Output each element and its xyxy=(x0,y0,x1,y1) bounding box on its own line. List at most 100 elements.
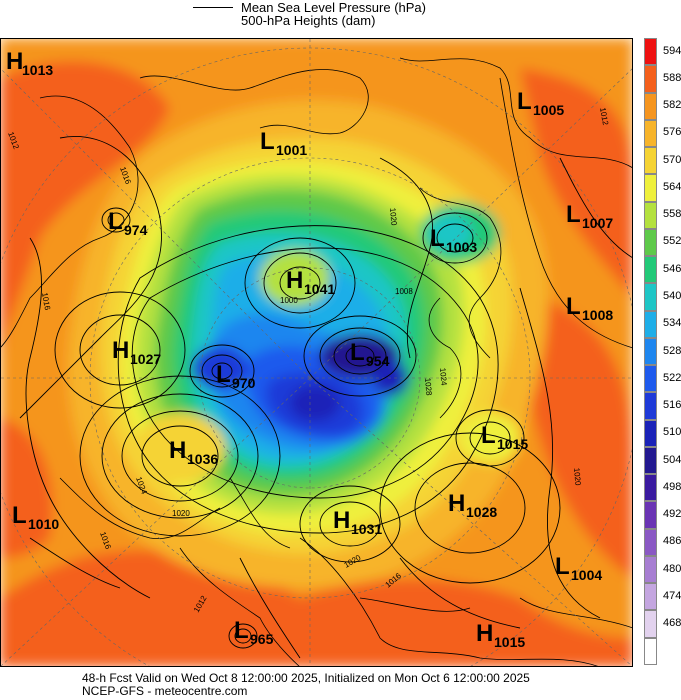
colorbar-swatch xyxy=(644,65,657,93)
colorbar-label: 480 xyxy=(663,562,681,575)
svg-text:1028: 1028 xyxy=(466,504,497,520)
source-credit: NCEP-GFS - meteocentre.com xyxy=(82,684,248,698)
svg-text:1036: 1036 xyxy=(187,451,218,467)
svg-text:L: L xyxy=(517,88,532,115)
colorbar-label: 582 xyxy=(663,99,681,112)
system-marker: H 1036 xyxy=(169,437,218,467)
svg-text:H: H xyxy=(448,490,465,517)
svg-text:1013: 1013 xyxy=(22,62,53,78)
svg-text:965: 965 xyxy=(250,631,274,647)
forecast-valid-text: 48-h Fcst Valid on Wed Oct 8 12:00:00 20… xyxy=(82,671,530,685)
svg-text:1008: 1008 xyxy=(582,307,613,323)
system-marker: L 965 xyxy=(234,617,274,647)
svg-text:L: L xyxy=(566,201,581,228)
system-marker: H 1028 xyxy=(448,490,497,520)
svg-text:H: H xyxy=(169,437,186,464)
isobar-label: 1008 xyxy=(395,287,413,296)
colorbar-label: 516 xyxy=(663,399,681,412)
colorbar-label: 528 xyxy=(663,344,681,357)
svg-text:1004: 1004 xyxy=(571,567,602,583)
system-marker: L 954 xyxy=(350,339,390,369)
isobar-label: 1020 xyxy=(388,207,399,226)
system-marker: L 974 xyxy=(108,208,148,238)
colorbar-label: 540 xyxy=(663,289,681,302)
colorbar-swatch xyxy=(644,201,657,229)
colorbar-label: 510 xyxy=(663,426,681,439)
colorbar-label: 522 xyxy=(663,371,681,384)
svg-text:974: 974 xyxy=(124,222,148,238)
svg-text:H: H xyxy=(476,620,493,647)
colorbar-swatch xyxy=(644,92,657,120)
isobar-label: 1024 xyxy=(438,367,449,386)
system-marker: L 1004 xyxy=(555,553,602,583)
colorbar-swatch xyxy=(644,419,657,447)
svg-text:H: H xyxy=(333,507,350,534)
system-marker: H 1031 xyxy=(333,507,382,537)
svg-text:1005: 1005 xyxy=(533,102,564,118)
system-marker: L 970 xyxy=(216,361,256,391)
colorbar-swatch xyxy=(644,583,657,611)
system-marker: L 1008 xyxy=(566,293,613,323)
svg-text:L: L xyxy=(481,422,496,449)
colorbar-label: 492 xyxy=(663,508,681,521)
svg-text:1003: 1003 xyxy=(446,239,477,255)
colorbar-label: 534 xyxy=(663,317,681,330)
isobar-label: 1016 xyxy=(40,292,52,312)
colorbar-swatch xyxy=(644,310,657,338)
isobar-label: 1028 xyxy=(423,377,434,396)
graticule xyxy=(0,38,633,667)
svg-text:L: L xyxy=(216,361,231,388)
svg-text:1041: 1041 xyxy=(304,281,335,297)
colorbar-swatch xyxy=(644,555,657,584)
svg-text:954: 954 xyxy=(366,353,390,369)
system-marker: L 1001 xyxy=(260,128,307,158)
colorbar-swatch xyxy=(644,610,657,638)
system-marker: H 1027 xyxy=(112,337,161,367)
svg-text:L: L xyxy=(260,128,275,155)
isobar-label: 1020 xyxy=(572,467,583,486)
colorbar-label: 474 xyxy=(663,589,681,602)
svg-text:L: L xyxy=(234,617,249,644)
svg-text:L: L xyxy=(555,553,570,580)
svg-text:970: 970 xyxy=(232,375,256,391)
coastlines xyxy=(0,57,633,667)
svg-text:H: H xyxy=(6,48,23,75)
colorbar-swatch xyxy=(644,38,657,66)
colorbar-swatch xyxy=(644,528,657,556)
colorbar-swatch xyxy=(644,446,657,475)
isobars xyxy=(19,136,633,659)
svg-text:1010: 1010 xyxy=(28,516,59,532)
legend-title-mslp: Mean Sea Level Pressure (hPa) xyxy=(241,0,426,15)
colorbar-label: 576 xyxy=(663,126,681,139)
svg-text:L: L xyxy=(566,293,581,320)
svg-text:L: L xyxy=(12,502,27,529)
colorbar-label: 546 xyxy=(663,262,681,275)
colorbar-label: 552 xyxy=(663,235,681,248)
svg-text:L: L xyxy=(350,339,365,366)
colorbar-swatch xyxy=(644,256,657,284)
map-panel: 1012 1016 1020 1024 1028 1008 1000 1016 … xyxy=(0,38,633,667)
svg-text:H: H xyxy=(286,267,303,294)
colorbar-swatch xyxy=(644,283,657,311)
colorbar-label: 594 xyxy=(663,44,681,57)
svg-text:1015: 1015 xyxy=(497,436,528,452)
legend-title-heights: 500-hPa Heights (dam) xyxy=(241,13,376,28)
colorbar-swatch xyxy=(644,337,657,366)
colorbar-swatch xyxy=(644,392,657,420)
colorbar-swatch xyxy=(644,147,657,175)
system-marker: L 1015 xyxy=(481,422,528,452)
svg-text:H: H xyxy=(112,337,129,364)
system-marker: L 1010 xyxy=(12,502,59,532)
svg-text:1007: 1007 xyxy=(582,215,613,231)
colorbar-label: 570 xyxy=(663,153,681,166)
colorbar-swatch xyxy=(644,119,657,148)
isobar-label: 1020 xyxy=(172,509,190,518)
svg-text:1027: 1027 xyxy=(130,351,161,367)
system-marker: L 1003 xyxy=(430,225,477,255)
legend-line-sample xyxy=(193,7,233,8)
colorbar-swatch xyxy=(644,365,657,393)
svg-text:L: L xyxy=(430,225,445,252)
system-marker: H 1015 xyxy=(476,620,525,650)
